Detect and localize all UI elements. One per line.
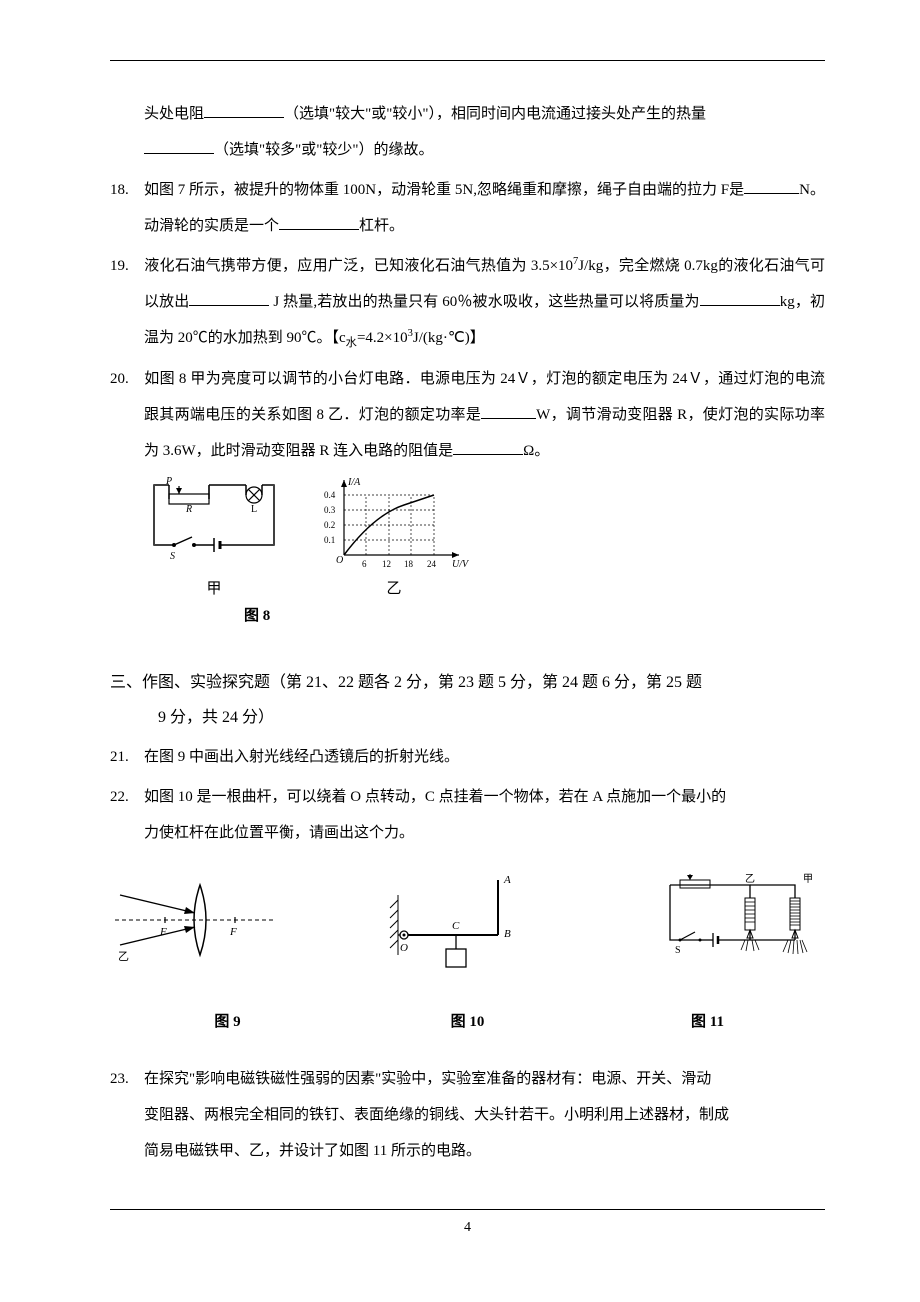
svg-text:甲: 甲 [803,874,813,885]
blank [204,103,284,118]
q17-tail: 头处电阻 （选填"较大"或"较小"），相同时间内电流通过接头处产生的热量 （选填"… [110,96,825,168]
figure-8-caption: 图 8 [144,604,825,625]
q18-suffix: 杠杆。 [359,218,404,234]
fig8-caption-right: 乙 [314,577,474,598]
q20-text-c: Ω。 [523,443,549,459]
q17-text-c: （选填"较多"或"较少"）的缘故。 [214,142,434,158]
q18: 18.如图 7 所示，被提升的物体重 100N，动滑轮重 5N,忽略绳重和摩擦，… [110,172,825,244]
figure-10-caption: 图 10 [378,1010,558,1031]
q19-text-e: =4.2×10 [357,330,408,346]
blank [279,215,359,230]
q22-text-a: 如图 10 是一根曲杆，可以绕着 O 点转动，C 点挂着一个物体，若在 A 点施… [144,789,726,805]
figure-10: O A B C [378,865,558,980]
q21-text: 在图 9 中画出入射光线经凸透镜后的折射光线。 [144,749,459,765]
blank [453,440,523,455]
svg-text:I/A: I/A [347,477,361,488]
blank [481,404,536,419]
section-3-title: 三、作图、实验探究题（第 21、22 题各 2 分，第 23 题 5 分，第 2… [110,665,825,735]
q17-text-b: （选填"较大"或"较小"），相同时间内电流通过接头处产生的热量 [284,106,706,122]
figure-8-circuit: P R L [144,475,284,565]
svg-text:乙: 乙 [745,873,755,885]
figure-8-subcaptions: 甲 乙 [144,577,825,598]
blank [144,139,214,154]
q19-text-a: 液化石油气携带方便，应用广泛，已知液化石油气热值为 3.5×10 [144,258,573,274]
blank [744,179,799,194]
q22: 22.如图 10 是一根曲杆，可以绕着 O 点转动，C 点挂着一个物体，若在 A… [110,779,825,851]
q23-text-b: 变阻器、两根完全相同的铁钉、表面绝缘的铜线、大头针若干。小明利用上述器材，制成 [144,1107,729,1123]
svg-text:O: O [400,942,408,954]
figure-8: P R L [144,475,825,575]
figure-11-caption: 图 11 [623,1010,793,1031]
q19-sub: 水 [346,337,357,349]
section-3-title-a: 三、作图、实验探究题（第 21、22 题各 2 分，第 23 题 5 分，第 2… [110,674,702,691]
q21: 21.在图 9 中画出入射光线经凸透镜后的折射光线。 [110,739,825,775]
fig8-caption-left: 甲 [144,577,284,598]
svg-text:0.4: 0.4 [324,490,336,500]
bottom-rule [110,1209,825,1210]
q23-text-c: 简易电磁铁甲、乙，并设计了如图 11 所示的电路。 [144,1143,481,1159]
svg-text:S: S [170,551,175,562]
svg-text:C: C [452,920,460,932]
q20-number: 20. [110,361,144,397]
q19-number: 19. [110,248,144,284]
q23-text-a: 在探究"影响电磁铁磁性强弱的因素"实验中，实验室准备的器材有：电源、开关、滑动 [144,1071,711,1087]
svg-text:0.2: 0.2 [324,520,335,530]
svg-text:A: A [503,874,511,886]
svg-text:F: F [159,926,167,938]
figure-11: S 乙 [655,870,825,975]
q23: 23.在探究"影响电磁铁磁性强弱的因素"实验中，实验室准备的器材有：电源、开关、… [110,1061,825,1169]
q19: 19.液化石油气携带方便，应用广泛，已知液化石油气热值为 3.5×107J/kg… [110,248,825,357]
page-number: 4 [110,1220,825,1236]
svg-text:18: 18 [404,559,414,569]
q23-number: 23. [110,1061,144,1097]
svg-text:0.1: 0.1 [324,535,335,545]
svg-text:R: R [185,504,192,515]
blank [700,291,780,306]
q20: 20.如图 8 甲为亮度可以调节的小台灯电路．电源电压为 24Ｖ，灯泡的额定电压… [110,361,825,469]
figure-9-caption: 图 9 [143,1010,313,1031]
svg-text:6: 6 [362,559,367,569]
q19-text-f: J/(kg·℃)】 [413,330,485,346]
q18-text-a: 如图 7 所示，被提升的物体重 100N，动滑轮重 5N,忽略绳重和摩擦，绳子自… [144,182,744,198]
q22-text-b: 力使杠杆在此位置平衡，请画出这个力。 [144,825,414,841]
q22-number: 22. [110,779,144,815]
q18-number: 18. [110,172,144,208]
top-rule [110,60,825,61]
q17-text-a: 头处电阻 [144,106,204,122]
svg-text:F: F [229,926,237,938]
page: 头处电阻 （选填"较大"或"较小"），相同时间内电流通过接头处产生的热量 （选填"… [0,0,920,1276]
q19-text-c: J 热量,若放出的热量只有 60％被水吸收，这些热量可以将质量为 [269,294,699,310]
figure-captions-row: 图 9 图 10 图 11 [110,1010,825,1031]
svg-text:S: S [675,945,681,956]
svg-text:U/V: U/V [452,559,470,570]
q21-number: 21. [110,739,144,775]
svg-text:乙: 乙 [118,950,129,963]
svg-text:B: B [504,928,511,940]
svg-text:12: 12 [382,559,391,569]
blank [189,291,269,306]
section-3-title-b: 9 分，共 24 分） [158,709,274,726]
figure-9: F F 乙 [110,875,280,970]
svg-text:24: 24 [427,559,437,569]
svg-text:O: O [336,555,343,566]
svg-text:0.3: 0.3 [324,505,336,515]
figure-8-graph: I/A U/V O 0.1 0.2 0.3 0.4 6 12 18 [314,475,474,575]
figure-row: F F 乙 [110,865,825,980]
svg-text:L: L [251,504,257,515]
